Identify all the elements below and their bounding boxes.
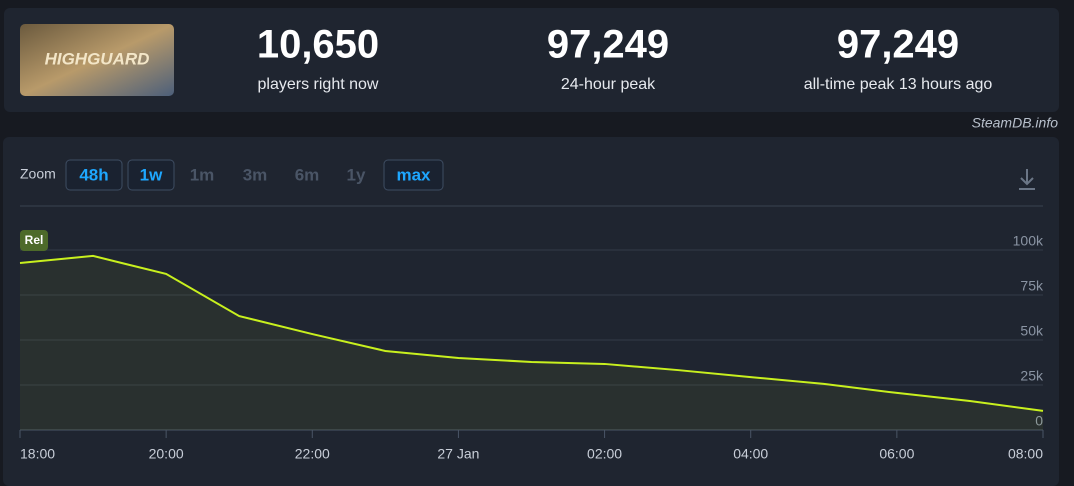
stat-label: 24-hour peak (561, 76, 656, 93)
x-tick-label: 02:00 (587, 446, 622, 462)
stat-label: all-time peak 13 hours ago (804, 76, 993, 93)
annotation: Rel (25, 233, 44, 247)
y-tick-label: 75k (1020, 278, 1044, 294)
x-tick-label: 22:00 (295, 446, 330, 462)
stat-value: 97,249 (837, 23, 959, 67)
credit: SteamDB.info (972, 115, 1059, 131)
y-tick-label: 0 (1035, 413, 1043, 429)
zoom-button[interactable]: 6m (295, 165, 320, 184)
x-tick-label: 20:00 (149, 446, 184, 462)
zoom-label: Zoom (20, 166, 56, 182)
zoom-button[interactable]: max (396, 165, 431, 184)
zoom-button[interactable]: 1w (140, 165, 163, 184)
download-icon[interactable] (1019, 169, 1035, 190)
zoom-button[interactable]: 1y (347, 165, 366, 184)
stats-panel (4, 8, 1059, 112)
y-tick-label: 25k (1020, 368, 1044, 384)
zoom-button[interactable]: 48h (79, 165, 108, 184)
zoom-button-frame[interactable] (383, 159, 444, 191)
x-tick-label: 04:00 (733, 446, 768, 462)
zoom-button-frame[interactable] (65, 159, 123, 191)
chart-panel (3, 137, 1059, 486)
thumbnail-text: HIGHGUARD (45, 49, 150, 68)
y-tick-label: 100k (1013, 233, 1044, 249)
zoom-button-frame[interactable] (127, 159, 175, 191)
y-tick-label: 50k (1020, 323, 1044, 339)
x-tick-label: 18:00 (20, 446, 55, 462)
annotation-badge (20, 230, 48, 251)
line (19, 254, 1044, 412)
stat-value: 97,249 (547, 23, 669, 67)
stat-label: players right now (258, 76, 379, 93)
area (20, 255, 1043, 430)
x-tick-label: 27 Jan (437, 446, 479, 462)
game-thumbnail (20, 24, 174, 96)
stat-value: 10,650 (257, 23, 379, 67)
zoom-button[interactable]: 3m (243, 165, 268, 184)
x-tick-label: 08:00 (1008, 446, 1043, 462)
zoom-button[interactable]: 1m (190, 165, 215, 184)
x-tick-label: 06:00 (879, 446, 914, 462)
